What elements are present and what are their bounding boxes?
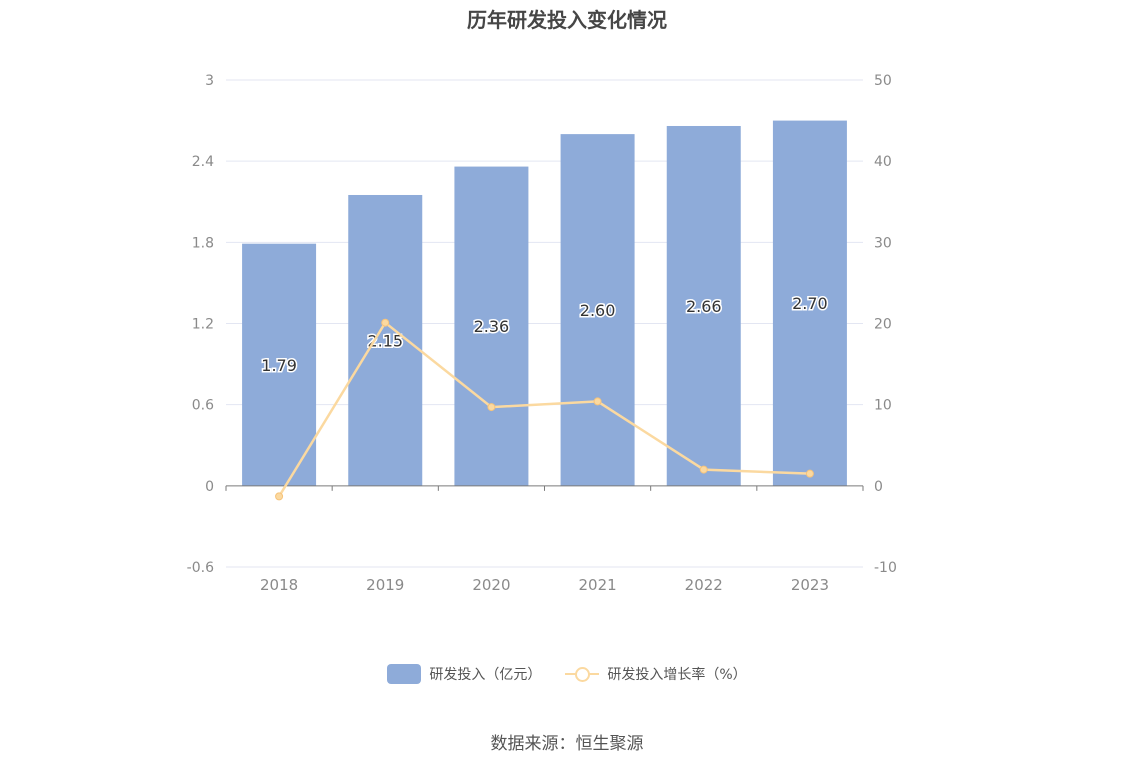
legend-line-label: 研发投入增长率（%） xyxy=(607,667,747,683)
right-axis-tick-label: 50 xyxy=(874,73,892,89)
source-note: 数据来源：恒生聚源 xyxy=(490,734,644,754)
growth-rate-point xyxy=(487,403,496,412)
bar xyxy=(560,134,635,486)
growth-rate-point xyxy=(805,469,814,478)
right-axis-tick-label: 10 xyxy=(874,398,892,414)
bar-value-label: 1.79 xyxy=(261,356,297,375)
bar xyxy=(242,243,317,486)
bar-series xyxy=(242,120,847,486)
legend-line-swatch xyxy=(565,664,600,684)
x-axis-tick-label: 2023 xyxy=(791,576,829,594)
left-axis-tick-label: 0 xyxy=(205,479,214,495)
bar xyxy=(454,166,529,486)
right-axis-tick-label: 40 xyxy=(874,154,892,170)
legend-item-line[interactable]: 研发投入增长率（%） xyxy=(565,664,747,684)
bar-value-label: 2.60 xyxy=(580,301,616,320)
right-axis-tick-label: 20 xyxy=(874,317,892,333)
growth-rate-point xyxy=(699,465,708,474)
right-axis-tick-label: 30 xyxy=(874,235,892,251)
bar-data-labels: 1.792.152.362.60 2.66 2.70 xyxy=(260,293,829,377)
grid-lines xyxy=(226,79,863,568)
bar xyxy=(348,194,423,486)
left-axis-tick-label: 3 xyxy=(205,73,214,89)
bar xyxy=(772,120,847,486)
left-axis-tick-label: 2.4 xyxy=(192,154,214,170)
x-axis-tick-label: 2018 xyxy=(260,576,298,594)
bar-value-label: 2.36 xyxy=(474,317,510,336)
x-axis-tick-label: 2019 xyxy=(366,576,404,594)
right-axis-ticks: -10 0 10 20 30 40 50 xyxy=(874,73,897,576)
bar-value-label: 2.70 xyxy=(792,294,828,313)
right-axis-tick-label: 0 xyxy=(874,479,883,495)
legend: 研发投入（亿元） 研发投入增长率（%） xyxy=(0,664,1134,684)
right-axis-tick-label: -10 xyxy=(874,560,897,576)
left-axis-tick-label: 1.2 xyxy=(192,317,214,333)
growth-rate-line xyxy=(278,320,810,498)
legend-bar-swatch xyxy=(387,664,422,684)
chart-title: 历年研发投入变化情况 xyxy=(467,8,667,32)
x-axis-tick-label: 2021 xyxy=(578,576,616,594)
bar xyxy=(666,125,741,486)
growth-rate-point xyxy=(593,397,602,406)
growth-rate-point xyxy=(381,318,390,327)
left-axis-tick-label: -0.6 xyxy=(187,560,214,576)
x-axis-tick-label: 2022 xyxy=(685,576,723,594)
x-axis: 2018 2019 2020 2021 2022 2023 xyxy=(225,485,864,594)
left-axis-tick-label: 0.6 xyxy=(192,398,214,414)
bar-value-label: 2.66 xyxy=(686,297,722,316)
legend-bar-label: 研发投入（亿元） xyxy=(429,667,542,683)
left-axis-ticks: -0.6 0 0.6 1.2 1.8 2.4 3 xyxy=(187,73,214,576)
left-axis-tick-label: 1.8 xyxy=(192,235,214,251)
line-series xyxy=(275,318,814,501)
legend-item-bar[interactable]: 研发投入（亿元） xyxy=(387,664,541,684)
growth-rate-point xyxy=(275,492,284,501)
x-axis-tick-label: 2020 xyxy=(472,576,510,594)
